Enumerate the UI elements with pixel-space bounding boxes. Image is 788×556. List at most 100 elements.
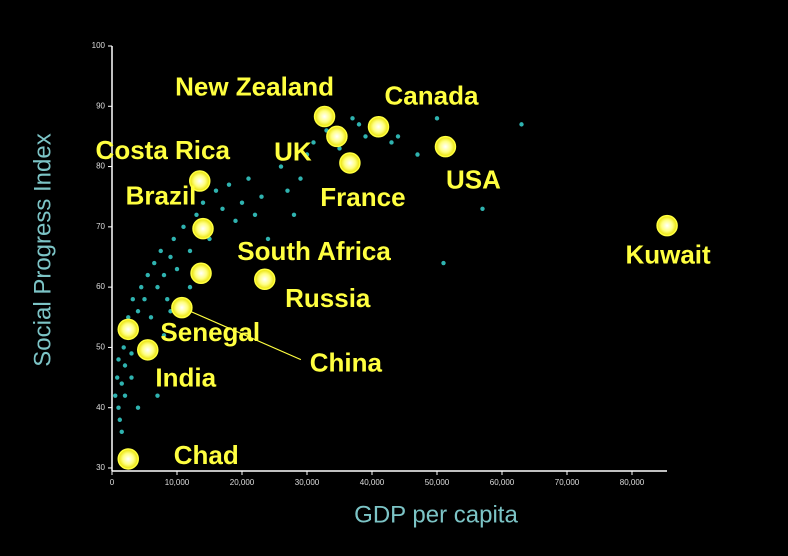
point-label: Costa Rica: [96, 135, 231, 165]
point: [220, 206, 225, 211]
point-label: Senegal: [160, 317, 260, 347]
point: [291, 212, 297, 217]
point: [129, 375, 134, 380]
point: [152, 260, 157, 266]
highlight-point: [137, 339, 159, 361]
highlight-point: [254, 268, 276, 291]
point: [113, 393, 118, 398]
point: [395, 134, 401, 139]
point-label: New Zealand: [175, 71, 334, 101]
x-tick-label: 10,000: [165, 478, 190, 487]
point: [480, 206, 485, 211]
x-tick-label: 40,000: [360, 478, 385, 487]
highlight-point: [656, 214, 678, 237]
point: [363, 134, 368, 139]
point: [304, 152, 310, 157]
highlight-point: [117, 448, 139, 470]
highlight-point: [326, 125, 348, 148]
y-tick-label: 90: [96, 101, 105, 110]
point: [142, 296, 147, 302]
point: [135, 405, 141, 410]
point-label: Russia: [285, 283, 371, 313]
leader-line: [181, 307, 302, 361]
point: [187, 248, 193, 254]
point: [213, 188, 219, 193]
point-label: Brazil: [126, 181, 197, 211]
point: [139, 284, 144, 290]
point-label: India: [155, 363, 216, 393]
point: [119, 429, 124, 435]
point: [171, 236, 176, 242]
point-label: France: [320, 182, 405, 212]
point: [337, 146, 342, 151]
x-tick-label: 70,000: [555, 478, 580, 487]
highlight-point: [434, 135, 457, 158]
point: [155, 284, 160, 290]
point-label: UK: [274, 136, 312, 166]
point: [161, 333, 167, 338]
highlight-point: [171, 296, 193, 319]
point: [233, 218, 238, 224]
point: [121, 345, 126, 350]
point: [200, 200, 206, 205]
x-tick-label: 30,000: [295, 478, 320, 487]
point: [239, 200, 245, 205]
x-tick-label: 80,000: [620, 478, 645, 487]
point-label: Canada: [385, 81, 479, 111]
point: [115, 375, 120, 380]
point-label: China: [310, 348, 383, 378]
point: [434, 116, 440, 121]
point: [116, 405, 121, 410]
point: [311, 140, 316, 145]
point-label: Chad: [174, 440, 239, 470]
point: [117, 417, 123, 422]
point: [278, 164, 284, 169]
point: [181, 224, 186, 230]
highlight-point: [367, 116, 390, 138]
highlight-point: [339, 152, 361, 174]
point: [415, 152, 420, 157]
point: [226, 182, 232, 187]
point: [168, 254, 173, 260]
highlight-point: [313, 105, 336, 128]
point: [148, 315, 154, 320]
highlight-point: [189, 170, 211, 192]
y-axis-title: Social Progress Index: [29, 133, 56, 366]
y-tick-label: 60: [96, 282, 105, 291]
point: [155, 393, 160, 398]
y-tick-label: 50: [96, 343, 105, 352]
y-tick-label: 100: [92, 41, 106, 50]
point: [174, 266, 180, 272]
y-tick-label: 30: [96, 463, 105, 472]
point: [165, 296, 170, 302]
point: [119, 381, 124, 386]
point-label: South Africa: [237, 236, 391, 266]
point: [122, 393, 128, 398]
point: [194, 212, 199, 217]
highlight-point: [192, 217, 214, 240]
y-tick-label: 40: [96, 403, 105, 412]
x-axis-title: GDP per capita: [354, 501, 518, 528]
point: [356, 122, 362, 127]
point-label: Kuwait: [625, 240, 711, 270]
highlight-point: [190, 262, 212, 285]
point: [285, 188, 290, 193]
point: [135, 309, 141, 314]
point: [252, 212, 258, 217]
point: [130, 296, 135, 302]
point: [161, 272, 167, 278]
point: [389, 140, 394, 145]
x-tick-label: 0: [110, 478, 115, 487]
point: [519, 122, 524, 127]
point: [265, 236, 271, 242]
point-label: USA: [446, 165, 501, 195]
point: [187, 284, 193, 290]
y-tick-label: 80: [96, 162, 105, 171]
point: [126, 315, 131, 320]
point: [129, 351, 134, 356]
highlight-point: [117, 318, 139, 341]
point: [122, 363, 128, 368]
point: [259, 194, 264, 199]
